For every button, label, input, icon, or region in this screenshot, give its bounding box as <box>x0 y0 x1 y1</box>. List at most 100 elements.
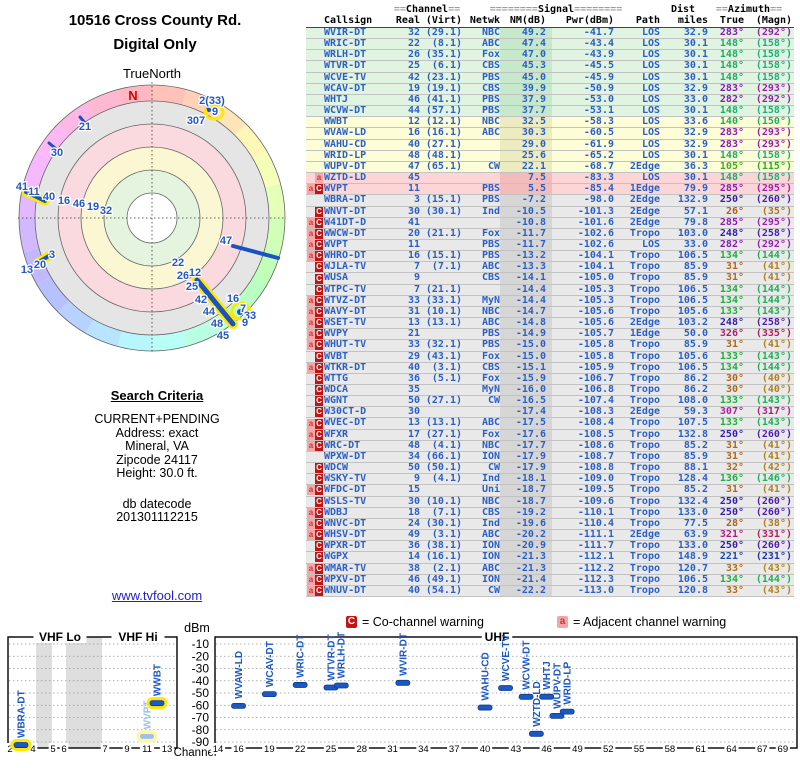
column-header: miles <box>677 15 708 26</box>
co-channel-warning-icon: C <box>315 418 323 429</box>
cell-power-dbm: -105.3 <box>577 294 614 306</box>
search-criteria-heading: Search Criteria <box>110 388 204 403</box>
cell-callsign: WTTG <box>324 372 349 384</box>
channel-tick-label: 52 <box>603 744 614 755</box>
strong-signal-highlight <box>136 730 158 743</box>
address-title: 10516 Cross County Rd. <box>68 12 242 29</box>
cell-real-channel: 50 <box>407 395 420 407</box>
cell-azimuth-true: 283° <box>719 138 744 150</box>
cell-network: PBS <box>481 250 500 262</box>
table-row: WRLH-DT 26 (35.1) Fox 47.0 -43.9 LOS 30.1 148° (1… <box>306 49 794 62</box>
cell-network: Fox <box>481 350 500 362</box>
cell-virtual-channel: (38.1) <box>425 540 462 552</box>
adjacent-channel-warning-icon: a <box>307 184 315 195</box>
cell-nm-db: 25.6 <box>500 150 552 161</box>
cell-azimuth-true: 134° <box>719 573 744 585</box>
cell-azimuth-true: 282° <box>719 238 744 250</box>
station-label: WUPV-DT <box>552 663 563 709</box>
table-row: C WJLA-TV 7 (7.1) ABC -13.3 -104.1 Tropo 85.9 31°… <box>306 261 794 274</box>
cell-callsign: WNVT-DT <box>324 205 367 217</box>
cell-azimuth-magnetic: (335°) <box>755 328 792 340</box>
cell-azimuth-true: 321° <box>719 529 744 541</box>
cell-nm-db: -14.8 <box>500 317 552 329</box>
channel-tick-bg <box>159 743 175 754</box>
channel-tick-label: 4 <box>30 744 35 755</box>
co-channel-warning-text: = Co-channel warning <box>362 615 484 629</box>
table-row: C WDCA 35 MyN -16.0 -106.8 Tropo 86.2 30° (40°) <box>306 384 794 397</box>
warning-markers: C <box>306 474 323 485</box>
compass-sector <box>234 123 268 160</box>
cell-azimuth-magnetic: (258°) <box>755 317 792 329</box>
cell-power-dbm: -43.9 <box>583 49 614 61</box>
cell-nm-db: -21.4 <box>500 574 552 585</box>
column-group-label: ==Azimuth== <box>715 4 783 15</box>
table-row: WRID-LP 48 (48.1) 25.6 -65.2 LOS 30.1 148° (158°… <box>306 150 794 162</box>
co-channel-warning-icon: C <box>315 340 323 351</box>
cell-azimuth-true: 134° <box>719 294 744 306</box>
warning-markers <box>306 61 323 71</box>
co-channel-warning-icon: C <box>315 530 323 541</box>
page-title: 10516 Cross County Rd. Digital Only <box>0 12 310 53</box>
warning-markers <box>306 50 323 60</box>
cell-virtual-channel: (27.1) <box>425 395 462 407</box>
cell-callsign: WPXW-DT <box>324 450 367 462</box>
channel-label: 42 <box>195 294 207 306</box>
cell-azimuth-true: 140° <box>719 116 744 128</box>
channel-label: 22 <box>172 257 184 269</box>
cell-callsign: WVEC-DT <box>324 417 367 429</box>
cell-power-dbm: -106.7 <box>577 372 614 384</box>
tvfool-link[interactable]: www.tvfool.com <box>111 588 203 603</box>
cell-network: NBC <box>481 305 500 317</box>
cell-distance-miles: 63.9 <box>683 529 708 541</box>
compass-sector <box>152 85 187 105</box>
signal-marker <box>13 742 29 748</box>
station-bearing-mark <box>24 190 47 203</box>
channel-tick-label: 7 <box>102 744 107 755</box>
band-title: VHF Hi <box>118 630 157 644</box>
cell-network: Fox <box>481 428 500 440</box>
cell-azimuth-magnetic: (143°) <box>755 395 792 407</box>
cell-callsign: WZTD-LD <box>324 172 367 184</box>
channel-tick-label: 69 <box>778 744 789 755</box>
cell-path: Tropo <box>629 584 660 596</box>
cell-azimuth-true: 33° <box>725 584 744 596</box>
cell-real-channel: 15 <box>407 484 420 496</box>
channel-tick-bg <box>775 743 790 754</box>
table-row: WVIR-DT 32 (29.1) NBC 49.2 -41.7 LOS 32.9 283° (2… <box>306 27 794 40</box>
cell-virtual-channel <box>420 184 462 194</box>
channel-label: 30 <box>51 147 63 159</box>
cell-network: MyN <box>481 294 500 306</box>
column-header: Pwr(dBm) <box>565 15 614 26</box>
cell-distance-miles: 106.5 <box>677 294 708 306</box>
cell-network: CBS <box>481 506 500 518</box>
cell-callsign: WHSV-DT <box>324 529 367 541</box>
station-label: WVAW-LD <box>234 651 245 699</box>
adjacent-channel-warning-text: = Adjacent channel warning <box>573 615 727 629</box>
cell-callsign: WDCW <box>324 462 349 474</box>
cell-nm-db: -7.2 <box>500 195 552 206</box>
cell-nm-db: -11.7 <box>500 239 552 251</box>
cell-power-dbm: -68.7 <box>583 160 614 172</box>
cell-virtual-channel: (16.1) <box>425 127 462 139</box>
cell-distance-miles: 120.8 <box>677 584 708 596</box>
cell-path: Tropo <box>629 261 660 273</box>
cell-azimuth-true: 28° <box>725 517 744 529</box>
cell-callsign: WUSA <box>324 272 349 284</box>
station-bearing-mark <box>231 244 280 260</box>
dbm-tick-label: -10 <box>192 637 210 651</box>
warning-column-header <box>306 15 323 27</box>
cell-distance-miles: 106.5 <box>677 250 708 262</box>
channel-label: 307 <box>187 115 205 127</box>
cell-azimuth-magnetic: (41°) <box>761 272 792 284</box>
table-row: WHTJ 46 (41.1) PBS 37.9 -53.0 LOS 33.0 282° (292°… <box>306 93 794 107</box>
channel-tick-bg <box>631 743 647 754</box>
cell-nm-db: -14.4 <box>500 284 552 295</box>
cell-distance-miles: 36.3 <box>683 160 708 172</box>
cell-distance-miles: 108.0 <box>677 395 708 407</box>
channel-label: 21 <box>79 121 91 133</box>
compass-sector <box>57 102 94 136</box>
cell-nm-db: -10.8 <box>500 217 552 228</box>
channel-tick-bg <box>231 743 246 754</box>
cell-distance-miles: 33.0 <box>683 93 708 105</box>
